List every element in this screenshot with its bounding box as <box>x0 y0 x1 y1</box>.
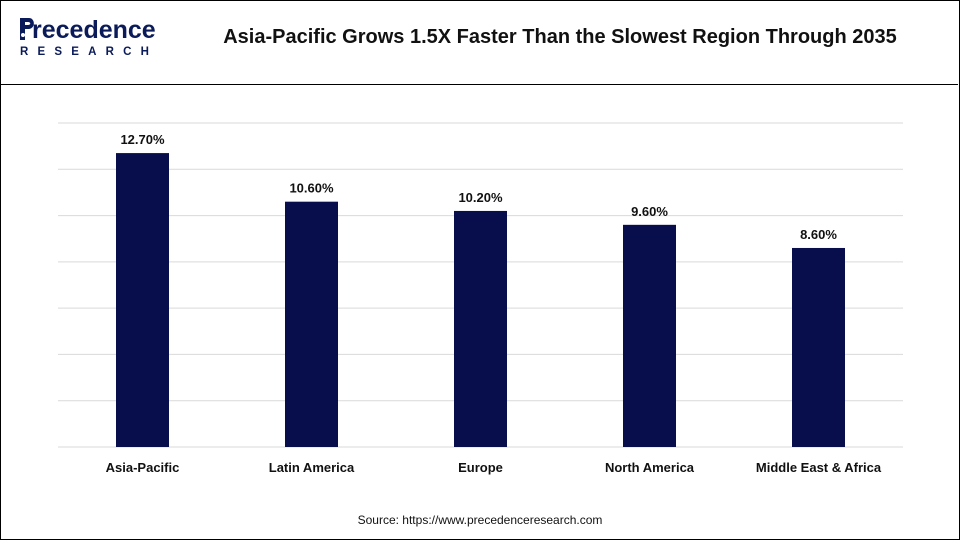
logo-subtitle: RESEARCH <box>20 46 159 58</box>
data-label: 8.60% <box>800 227 837 242</box>
bar <box>116 153 169 447</box>
chart-title: Asia-Pacific Grows 1.5X Faster Than the … <box>223 26 897 48</box>
x-tick-label: North America <box>605 460 695 475</box>
x-tick-label: Asia-Pacific <box>106 460 180 475</box>
data-label: 12.70% <box>120 132 165 147</box>
source-note: Source: https://www.precedenceresearch.c… <box>357 513 603 527</box>
data-label: 9.60% <box>631 204 668 219</box>
header: recedence RESEARCH Asia-Pacific Grows 1.… <box>0 0 958 85</box>
bar <box>792 247 845 447</box>
x-tick-label: Middle East & Africa <box>756 460 882 475</box>
bar-chart: 12.70% Asia-Pacific 10.60% Latin America 10.… <box>58 122 903 475</box>
data-label: 10.20% <box>458 190 503 205</box>
bar <box>623 224 676 447</box>
data-label: 10.60% <box>289 181 334 196</box>
bar <box>285 201 338 447</box>
bar <box>454 210 507 447</box>
precedence-research-logo: recedence RESEARCH <box>18 16 158 62</box>
logo-wordmark: recedence <box>32 16 156 44</box>
x-tick-label: Latin America <box>269 460 355 475</box>
x-tick-label: Europe <box>458 460 503 475</box>
logo-p-icon <box>20 18 34 40</box>
